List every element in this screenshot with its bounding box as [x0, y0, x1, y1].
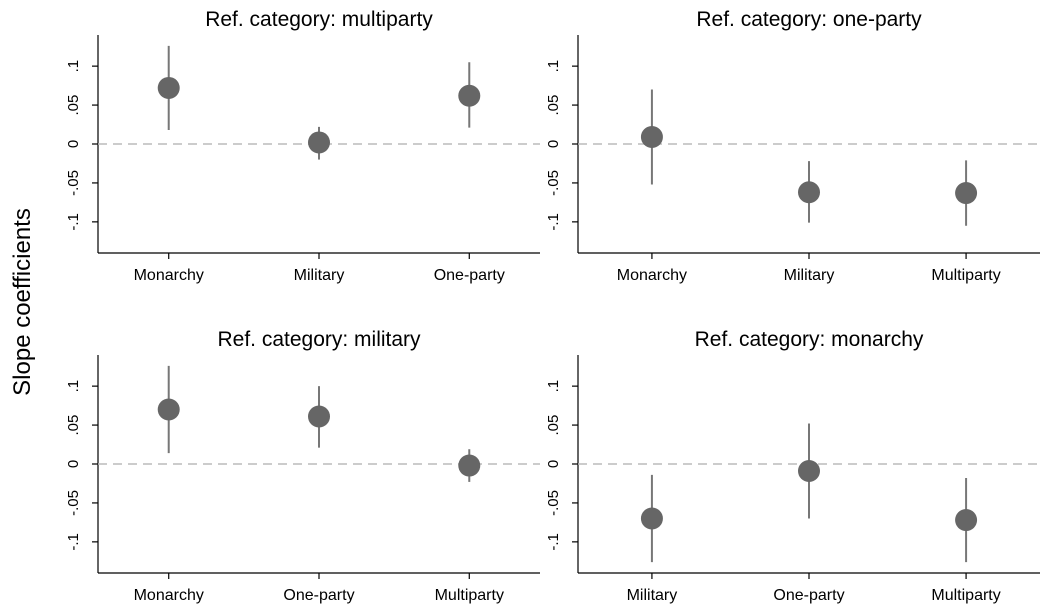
coefficient-point	[308, 405, 330, 428]
coefficient-point	[798, 460, 820, 483]
y-tick-label: .1	[545, 380, 562, 393]
x-tick-label: One-party	[434, 267, 505, 284]
y-tick-label: -.1	[65, 213, 82, 231]
panel-4: Ref. category: monarchy -.1 -.05 0 .05 .1 Mili…	[545, 328, 1040, 604]
panel-2: Ref. category: one-party -.1 -.05 0 .05 .1 Mon…	[545, 8, 1040, 284]
y-tick-label: 0	[545, 460, 562, 468]
x-tick-label: One-party	[283, 587, 354, 604]
coefficient-point	[308, 131, 330, 154]
coefficient-point	[955, 182, 978, 205]
x-tick-label: Military	[294, 267, 345, 284]
y-tick-label: .05	[65, 95, 82, 116]
x-tick-label: Military	[627, 587, 678, 604]
y-axis-label: Slope coefficients	[9, 208, 36, 396]
y-tick-label: -.05	[545, 490, 562, 516]
coefficient-point	[640, 507, 663, 530]
coefficient-point	[458, 454, 481, 477]
panel-title: Ref. category: military	[217, 328, 421, 351]
x-tick-label: Monarchy	[617, 267, 687, 284]
x-tick-label: Military	[784, 267, 835, 284]
panel-1: Ref. category: multiparty -.1 -.05 0 .05 .1 Mo…	[65, 8, 540, 284]
x-tick-label: Multiparty	[931, 587, 1000, 604]
panel-3: Ref. category: military -.1 -.05 0 .05 .1 Mona…	[65, 328, 540, 604]
y-tick-label: 0	[545, 140, 562, 148]
x-tick-label: One-party	[773, 587, 844, 604]
y-tick-label: .1	[65, 60, 82, 73]
x-tick-label: Multiparty	[435, 587, 504, 604]
y-tick-label: -.1	[545, 213, 562, 231]
y-tick-label: .05	[545, 415, 562, 436]
y-tick-label: .1	[545, 60, 562, 73]
y-tick-label: -.05	[65, 170, 82, 196]
x-tick-label: Monarchy	[134, 267, 204, 284]
y-tick-label: .05	[545, 95, 562, 116]
coefficient-point	[157, 398, 180, 421]
panel-title: Ref. category: one-party	[696, 8, 922, 31]
y-tick-label: .05	[65, 415, 82, 436]
coefficient-point	[458, 84, 481, 107]
coefficient-point	[157, 76, 180, 99]
y-tick-label: -.1	[545, 533, 562, 551]
y-tick-label: -.05	[545, 170, 562, 196]
y-tick-label: -.05	[65, 490, 82, 516]
x-tick-label: Monarchy	[134, 587, 204, 604]
panel-title: Ref. category: monarchy	[695, 328, 924, 351]
y-tick-label: -.1	[65, 533, 82, 551]
y-tick-label: 0	[65, 140, 82, 148]
coefficient-point	[955, 509, 978, 532]
y-tick-label: .1	[65, 380, 82, 393]
coefficient-point	[798, 181, 820, 204]
coefficient-point	[640, 125, 663, 148]
x-tick-label: Multiparty	[931, 267, 1000, 284]
y-tick-label: 0	[65, 460, 82, 468]
panel-title: Ref. category: multiparty	[205, 8, 433, 31]
